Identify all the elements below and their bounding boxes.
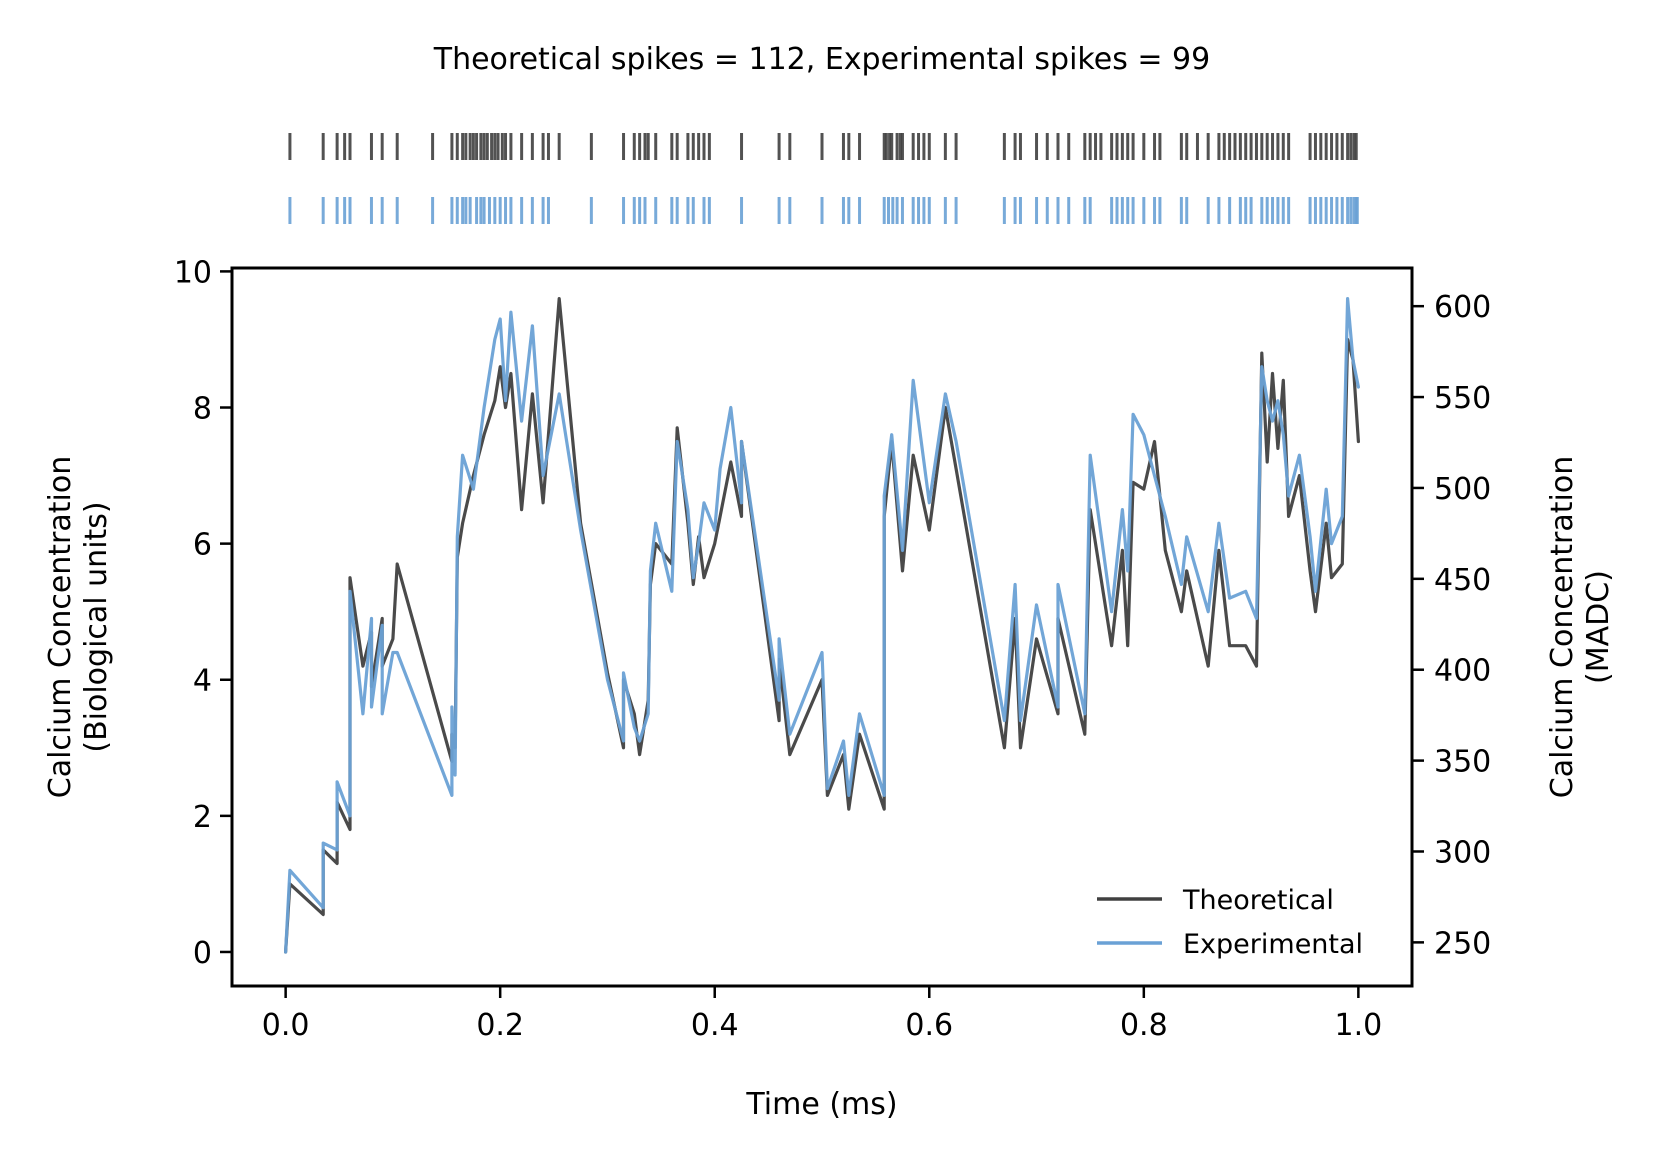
y2-tick-label: 250 [1434,926,1491,961]
x-tick-label: 0.4 [691,1008,739,1043]
y2-tick-label: 550 [1434,381,1491,416]
y2-tick-label: 400 [1434,654,1491,689]
x-axis-label: Time (ms) [745,1087,897,1122]
y-axis-label-left-line1: Calcium Concentration [43,456,78,799]
raster-row-experimental-spikes [288,197,1359,224]
x-tick-label: 0.2 [476,1008,524,1043]
y2-tick-label: 350 [1434,745,1491,780]
y2-tick-label: 450 [1434,563,1491,598]
x-axis: 0.0 0.2 0.4 0.6 0.8 1.0 [262,986,1382,1043]
y-tick-label: 10 [174,255,212,290]
y2-tick-label: 500 [1434,472,1491,507]
series-lines [284,297,1361,954]
plot-area-frame [230,266,1414,988]
x-tick-label: 1.0 [1335,1008,1383,1043]
y2-tick-label: 300 [1434,835,1491,870]
x-tick-label: 0.8 [1120,1008,1168,1043]
y-axis-label-left-line2: (Biological units) [79,501,114,752]
chart-title: Theoretical spikes = 112, Experimental s… [433,42,1210,77]
x-tick-label: 0.6 [905,1008,953,1043]
series-line-experimental [284,297,1361,954]
y-axis-left: 0 2 4 6 8 10 [174,255,232,971]
spike-raster [288,133,1359,224]
y-axis-label-right-line2: (MADC) [1581,570,1616,684]
y-tick-label: 0 [193,936,212,971]
y-tick-label: 6 [193,528,212,563]
legend-label-theoretical: Theoretical [1182,885,1334,916]
y-tick-label: 8 [193,392,212,427]
y-axis-label-right-line1: Calcium Concentration [1545,456,1580,799]
legend-label-experimental: Experimental [1183,929,1363,960]
y-tick-label: 2 [193,800,212,835]
y-tick-label: 4 [193,664,212,699]
y2-tick-label: 600 [1434,290,1491,325]
legend: Theoretical Experimental [1097,885,1363,960]
raster-row-theoretical-spikes [288,133,1358,160]
y-axis-right: 250 300 350 400 450 500 550 600 [1412,290,1491,961]
x-tick-label: 0.0 [262,1008,310,1043]
